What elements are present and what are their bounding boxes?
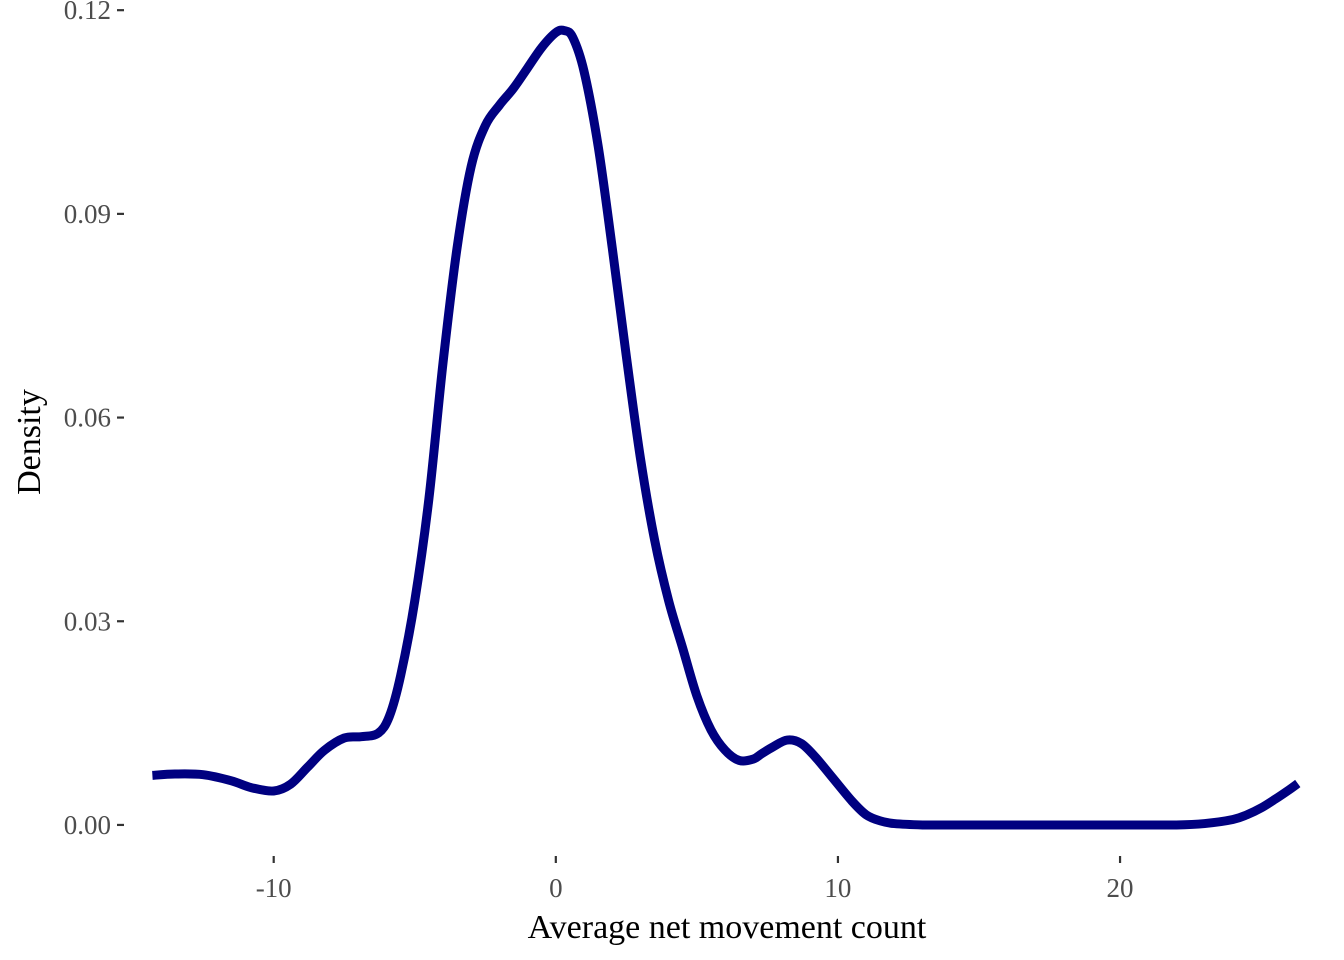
y-tick-label: 0.09 [64, 199, 111, 229]
y-tick-label: 0.03 [64, 606, 111, 636]
x-tick-label: 0 [549, 873, 563, 903]
plot-area [152, 25, 1301, 830]
y-tick-label: 0.00 [64, 810, 111, 840]
y-axis-title: Density [11, 389, 48, 495]
density-line [152, 25, 1301, 830]
y-tick-label: 0.12 [64, 0, 111, 25]
y-tick-label: 0.06 [64, 403, 111, 433]
x-tick-label: 20 [1107, 873, 1134, 903]
y-axis: 0.00 0.03 0.06 0.09 0.12 [64, 0, 124, 840]
x-axis: -10 0 10 20 [256, 856, 1134, 903]
x-tick-label: 10 [824, 873, 851, 903]
x-axis-title: Average net movement count [528, 909, 927, 946]
x-tick-label: -10 [256, 873, 292, 903]
